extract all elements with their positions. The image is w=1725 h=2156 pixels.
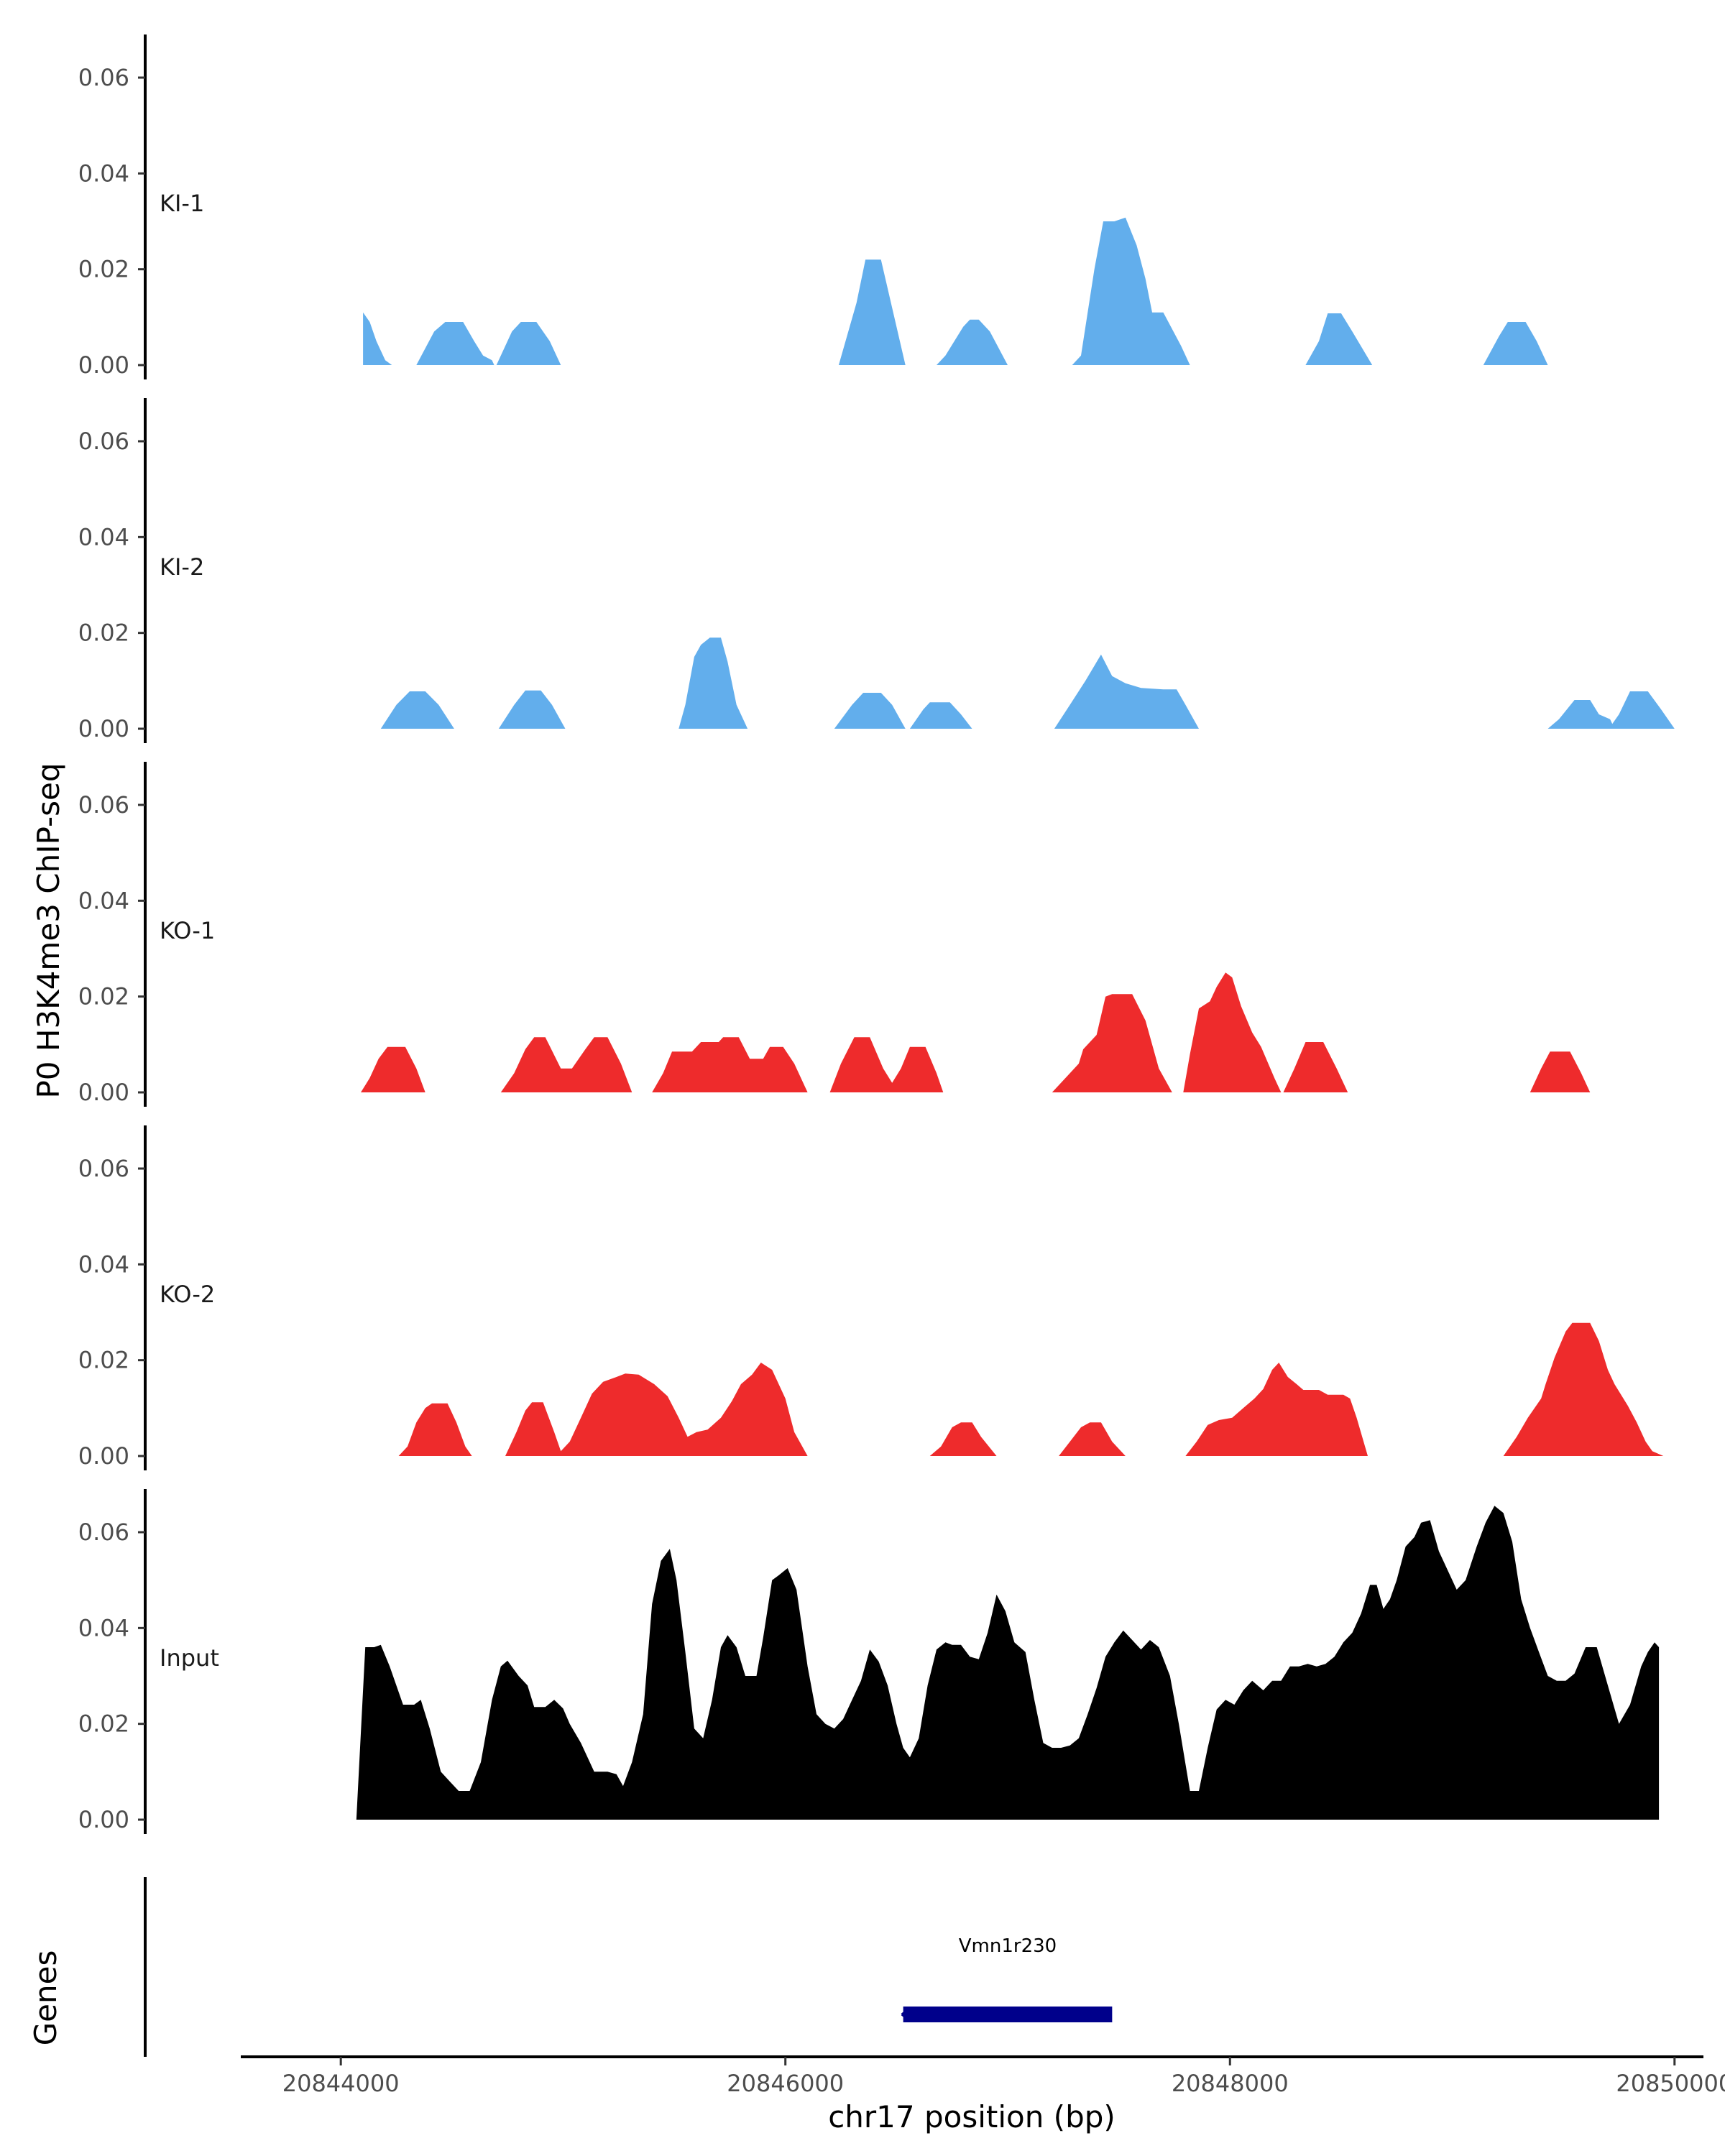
x-axis: 20844000 20846000 20848000 20850000 [241,2055,1725,2097]
y-tick-label: 0.00 [78,351,129,379]
y-tick-label: 0.04 [78,160,129,187]
tracks-group: 0.00 0.02 0.04 0.06 KI-1 0.00 0.02 0.04 0.06 KI-2… [78,34,1675,1834]
y-tick-label: 0.02 [78,619,129,647]
y-tick-label: 0.02 [78,983,129,1010]
y-tick-label: 0.04 [78,1614,129,1641]
x-axis-title: chr17 position (bp) [828,2099,1116,2134]
track-label: KI-2 [160,553,204,581]
y-tick-label: 0.02 [78,1710,129,1738]
y-tick-label: 0.02 [78,256,129,283]
y-tick-label: 0.06 [78,1155,129,1182]
track-ki-2: 0.00 0.02 0.04 0.06 KI-2 [78,398,1675,743]
x-tick-label: 20846000 [727,2070,844,2097]
genes-track-title: Genes [28,1950,63,2046]
gene-body [903,2007,1113,2022]
track-input: 0.00 0.02 0.04 0.06 Input [78,1489,1660,1834]
track-label: KO-2 [160,1281,215,1308]
track-ko-1: 0.00 0.02 0.04 0.06 KO-1 [78,762,1591,1107]
gene-label: Vmn1r230 [959,1935,1057,1957]
y-tick-label: 0.00 [78,1806,129,1833]
y-tick-label: 0.06 [78,1519,129,1546]
y-tick-label: 0.04 [78,887,129,914]
y-tick-label: 0.04 [78,1250,129,1278]
strand-arrow-icon [901,2007,910,2022]
coverage-area-ko-1 [361,972,1591,1092]
y-tick-label: 0.06 [78,791,129,819]
y-tick-label: 0.04 [78,523,129,550]
track-label: Input [160,1644,219,1672]
y-tick-label: 0.00 [78,1442,129,1470]
y-axis-title: P0 H3K4me3 ChIP-seq [31,763,66,1098]
coverage-area-ki-1 [363,217,1548,365]
y-tick-label: 0.00 [78,715,129,742]
track-ko-2: 0.00 0.02 0.04 0.06 KO-2 [78,1125,1664,1470]
coverage-area-input [356,1506,1660,1820]
y-tick-label: 0.06 [78,64,129,91]
x-tick-label: 20850000 [1616,2070,1725,2097]
coverage-area-ki-2 [380,637,1675,729]
x-tick-label: 20844000 [282,2070,400,2097]
track-label: KI-1 [160,190,204,217]
track-label: KO-1 [160,917,215,944]
y-tick-label: 0.00 [78,1079,129,1106]
track-ki-1: 0.00 0.02 0.04 0.06 KI-1 [78,34,1548,379]
y-tick-label: 0.06 [78,428,129,455]
y-tick-label: 0.02 [78,1347,129,1374]
coverage-area-ko-2 [398,1322,1664,1456]
genes-panel: Genes Vmn1r230 [28,1877,1113,2057]
x-tick-label: 20848000 [1172,2070,1289,2097]
